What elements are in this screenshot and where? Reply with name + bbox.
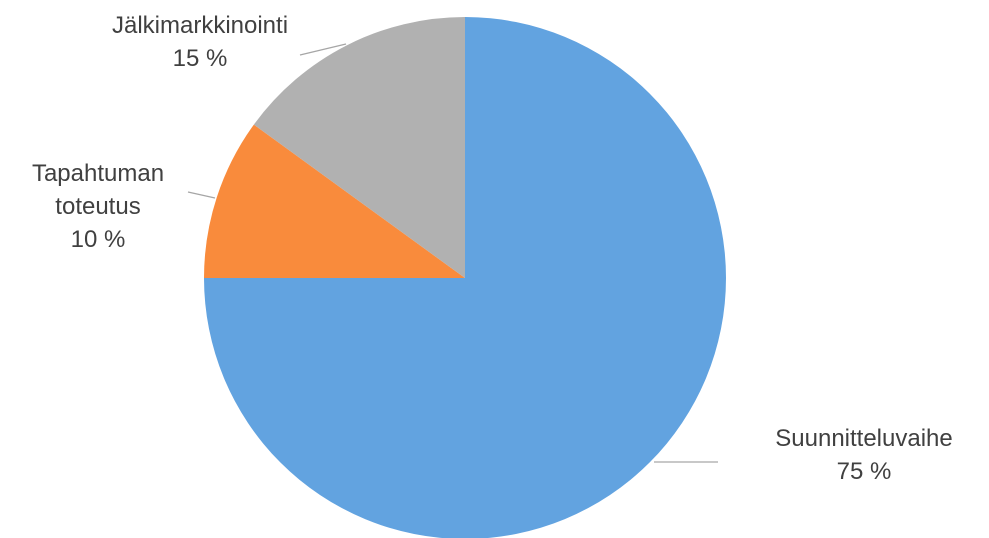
data-label-value: 75 % <box>837 458 892 485</box>
data-label-value: 10 % <box>71 226 126 253</box>
data-label-name: Jälkimarkkinointi <box>112 12 288 39</box>
data-labels: Suunnitteluvaihe 75 % Tapahtuman toteutus 10… <box>32 12 953 485</box>
data-label-jalkimarkkinointi: Jälkimarkkinointi 15 % <box>112 12 288 72</box>
leader-lines <box>187 43 718 463</box>
pie-slices <box>204 17 726 538</box>
data-label-suunnitteluvaihe: Suunnitteluvaihe 75 % <box>775 425 952 485</box>
pie-slice-suunnitteluvaihe <box>204 17 726 538</box>
data-label-name: toteutus <box>55 193 140 220</box>
pie-slice-jalkimarkkinointi <box>253 17 465 278</box>
data-label-tapahtuman-toteutus: Tapahtuman toteutus 10 % <box>32 160 164 253</box>
data-label-name: Suunnitteluvaihe <box>775 425 952 452</box>
leader-line-tapahtuman-toteutus <box>187 191 216 199</box>
pie-slice-tapahtuman-toteutus <box>204 124 465 278</box>
data-label-value: 15 % <box>173 45 228 72</box>
leader-line-jalkimarkkinointi <box>299 43 347 56</box>
data-label-name: Tapahtuman <box>32 160 164 187</box>
